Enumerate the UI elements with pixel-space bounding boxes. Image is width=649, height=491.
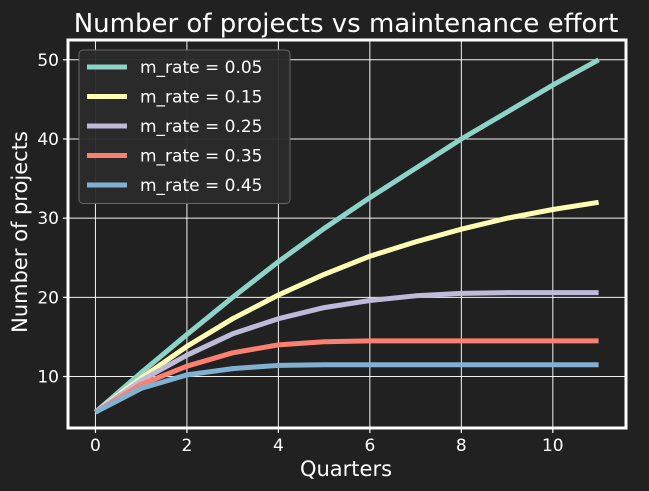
y-axis-label: Number of projects [8,131,32,333]
x-tick-label: 4 [273,436,284,456]
y-tick-label: 30 [37,209,59,229]
x-tick-label: 6 [364,436,375,456]
x-tick-label: 2 [182,436,193,456]
ticks: 0 2 4 6 8 10 10 20 30 40 50 [37,51,563,456]
series-line-3 [93,290,599,415]
series-line-1 [93,57,600,415]
legend-label: m_rate = 0.15 [140,88,263,108]
x-tick-label: 10 [542,436,564,456]
plot-frame [66,38,628,430]
x-axis-label: Quarters [300,457,392,481]
x-tick-label: 8 [456,436,467,456]
y-tick-label: 40 [37,130,59,150]
series-layer [93,57,600,415]
legend-box [78,49,291,204]
y-tick-label: 50 [37,51,59,71]
series-line-4 [94,338,599,415]
series-line-5 [94,362,599,415]
legend-label: m_rate = 0.45 [140,176,263,196]
chart-title: Number of projects vs maintenance effort [74,9,619,39]
y-tick-label: 10 [37,368,59,388]
legend-label: m_rate = 0.05 [140,58,263,78]
series-line-2 [93,199,599,415]
x-tick-label: 0 [90,436,101,456]
y-tick-label: 20 [37,288,59,308]
legend-label: m_rate = 0.35 [140,147,263,167]
legend-label: m_rate = 0.25 [140,117,263,137]
legend: m_rate = 0.05 m_rate = 0.15 m_rate = 0.25 m… [78,49,291,204]
